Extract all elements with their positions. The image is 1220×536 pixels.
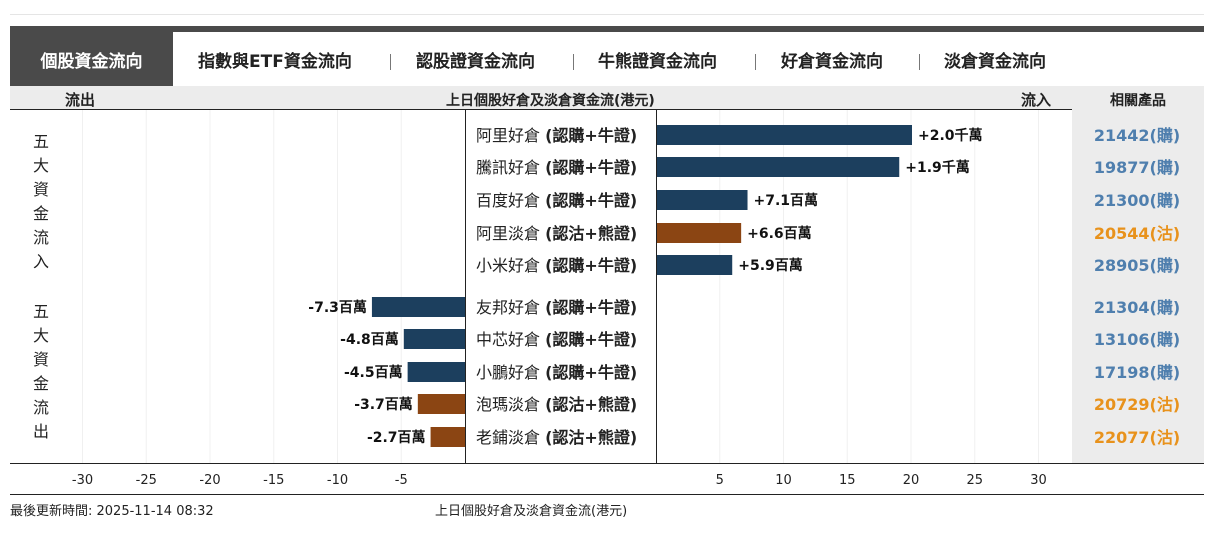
related-products-column — [1072, 110, 1204, 463]
tab-index-etf-flow[interactable]: 指數與ETF資金流向 — [198, 51, 352, 72]
data-label: +7.1百萬 — [754, 192, 819, 209]
top-divider — [10, 14, 1204, 15]
side-char: 金 — [32, 374, 49, 393]
stock-name: 小鵬好倉 — [476, 363, 545, 382]
footer-caption: 上日個股好倉及淡倉資金流(港元) — [435, 504, 628, 519]
bar — [430, 427, 465, 447]
inflow-side-label: 五 大 資 金 流 入 — [31, 130, 51, 274]
category-label: 阿里好倉 (認購+牛證) — [476, 126, 637, 145]
last-updated: 最後更新時間: 2025-11-14 08:32 — [10, 504, 214, 519]
stock-name: 泡瑪淡倉 — [476, 395, 545, 414]
chart-subheader: 流出 上日個股好倉及淡倉資金流(港元) 流入 相關產品 — [10, 86, 1204, 110]
side-char: 流 — [32, 228, 49, 247]
stock-name: 百度好倉 — [476, 191, 545, 210]
product-type: (認購+牛證) — [545, 256, 637, 275]
x-tick-label: 5 — [716, 473, 724, 488]
x-tick-label: 20 — [903, 473, 920, 488]
bar — [657, 157, 900, 177]
category-label: 百度好倉 (認購+牛證) — [476, 191, 637, 210]
data-label: +1.9千萬 — [905, 159, 970, 176]
related-products-header: 相關產品 — [1072, 90, 1204, 110]
category-label: 騰訊好倉 (認購+牛證) — [476, 158, 637, 177]
stock-name: 中芯好倉 — [476, 330, 545, 349]
x-tick-label: 30 — [1030, 473, 1047, 488]
tab-separator — [919, 54, 920, 70]
tab-separator — [573, 54, 574, 70]
tab-stock-flow[interactable]: 個股資金流向 — [10, 32, 173, 86]
product-type: (認沽+熊證) — [545, 428, 637, 447]
category-label: 阿里淡倉 (認沽+熊證) — [476, 224, 637, 243]
axis-baseline — [10, 463, 1204, 464]
side-char: 大 — [32, 156, 49, 175]
x-tick-label: -5 — [395, 473, 408, 488]
bar — [371, 297, 465, 317]
data-label: -4.5百萬 — [344, 364, 403, 381]
stock-name: 友邦好倉 — [476, 298, 545, 317]
side-char: 入 — [32, 252, 49, 271]
product-type: (認購+牛證) — [545, 298, 637, 317]
bar — [657, 190, 748, 210]
data-label: -4.8百萬 — [340, 331, 399, 348]
bar — [657, 223, 742, 243]
product-type: (認購+牛證) — [545, 330, 637, 349]
data-label: +2.0千萬 — [918, 127, 983, 144]
x-tick-label: -15 — [263, 473, 284, 488]
product-type: (認購+牛證) — [545, 363, 637, 382]
category-label: 泡瑪淡倉 (認沽+熊證) — [476, 395, 637, 414]
stock-name: 阿里好倉 — [476, 126, 545, 145]
tab-separator — [390, 54, 391, 70]
bar — [407, 362, 465, 382]
data-label: -2.7百萬 — [367, 429, 426, 446]
x-tick-label: 25 — [966, 473, 983, 488]
tab-cbbc-flow[interactable]: 牛熊證資金流向 — [598, 51, 717, 72]
category-label: 友邦好倉 (認購+牛證) — [476, 298, 637, 317]
side-char: 五 — [32, 132, 49, 151]
bar — [417, 394, 465, 414]
tab-bar: 個股資金流向 指數與ETF資金流向 認股證資金流向 牛熊證資金流向 好倉資金流向… — [10, 26, 1204, 86]
side-char: 資 — [32, 350, 49, 369]
stock-name: 老鋪淡倉 — [476, 428, 545, 447]
tab-separator — [755, 54, 756, 70]
tab-warrant-flow[interactable]: 認股證資金流向 — [416, 51, 535, 72]
side-char: 出 — [32, 422, 49, 441]
product-type: (認購+牛證) — [545, 191, 637, 210]
category-label: 小米好倉 (認購+牛證) — [476, 256, 637, 275]
category-label: 中芯好倉 (認購+牛證) — [476, 330, 637, 349]
x-tick-label: -25 — [136, 473, 157, 488]
stock-name: 騰訊好倉 — [476, 158, 545, 177]
bar — [657, 255, 733, 275]
x-tick-label: -10 — [327, 473, 348, 488]
product-type: (認沽+熊證) — [545, 395, 637, 414]
x-tick-label: -30 — [72, 473, 93, 488]
x-tick-label: -20 — [199, 473, 220, 488]
category-label: 小鵬好倉 (認購+牛證) — [476, 363, 637, 382]
chart-title: 上日個股好倉及淡倉資金流(港元) — [446, 93, 655, 109]
inflow-label: 流入 — [1021, 91, 1052, 109]
category-label: 老鋪淡倉 (認沽+熊證) — [476, 428, 637, 447]
x-tick-label: 10 — [775, 473, 792, 488]
data-label: -7.3百萬 — [308, 299, 367, 316]
tab-short-flow[interactable]: 淡倉資金流向 — [944, 51, 1046, 72]
stock-name: 小米好倉 — [476, 256, 545, 275]
product-type: (認購+牛證) — [545, 126, 637, 145]
data-label: -3.7百萬 — [354, 396, 413, 413]
side-char: 流 — [32, 398, 49, 417]
product-type: (認購+牛證) — [545, 158, 637, 177]
footer-divider — [10, 494, 1204, 495]
tab-long-flow[interactable]: 好倉資金流向 — [781, 51, 883, 72]
data-label: +6.6百萬 — [747, 225, 812, 242]
bar — [657, 125, 912, 145]
x-tick-label: 15 — [839, 473, 856, 488]
bar — [403, 329, 465, 349]
product-type: (認沽+熊證) — [545, 224, 637, 243]
side-char: 資 — [32, 180, 49, 199]
side-char: 五 — [32, 302, 49, 321]
stock-name: 阿里淡倉 — [476, 224, 545, 243]
outflow-label: 流出 — [65, 91, 96, 109]
outflow-side-label: 五 大 資 金 流 出 — [31, 300, 51, 444]
side-char: 金 — [32, 204, 49, 223]
side-char: 大 — [32, 326, 49, 345]
data-label: +5.9百萬 — [738, 257, 803, 274]
